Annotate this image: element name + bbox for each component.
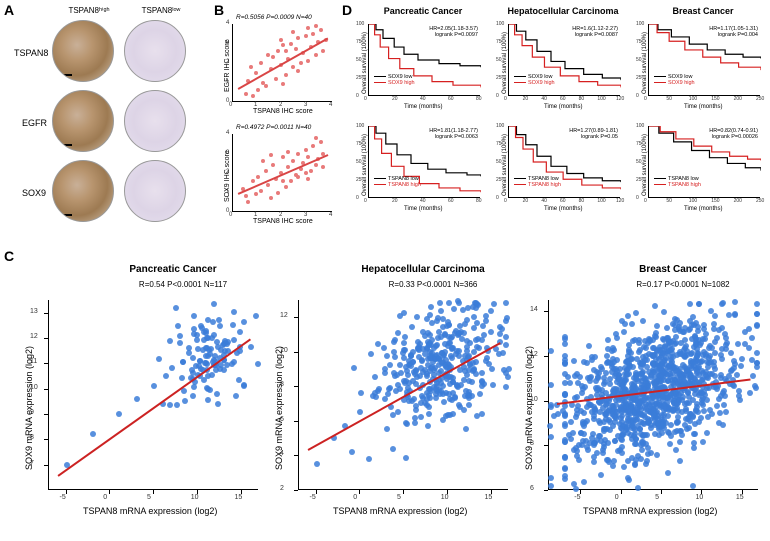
surv-stat-0-1: HR=1.6(1.12-2.27)logrank P=0.0087 (558, 26, 618, 38)
ihc-sox9-low (124, 160, 186, 222)
row-label-egfr: EGFR (22, 118, 47, 128)
big-stat-2: R=0.17 P<0.0001 N=1082 (593, 280, 770, 289)
surv-xlab-0-1: Time (months) (544, 104, 582, 110)
scatter-stat-0: R=0.5056 P=0.0009 N=40 (236, 14, 312, 21)
scatter-stat-1: R=0.4972 P=0.0011 N=40 (236, 124, 311, 131)
ihc-scatter-1 (232, 134, 332, 212)
ihc-egfr-high (52, 90, 114, 152)
surv-ylab-1-2: Overall survival (100%) (642, 134, 648, 196)
surv-stat-1-0: HR=1.81(1.18-2.77)logrank P=0.0063 (418, 128, 478, 140)
surv-stat-1-1: HR=1.27(0.89-1.81)logrank P=0.05 (558, 128, 618, 140)
panel-d-label: D (342, 2, 352, 18)
big-scatter-2 (548, 300, 758, 490)
scatter-xlab-0: TSPAN8 IHC score (253, 108, 313, 115)
row-label-tspan8: TSPAN8 (14, 48, 48, 58)
surv-stat-1-2: HR=0.82(0.74-0.91)logrank P=0.00026 (698, 128, 758, 140)
col-header-low: TSPAN8ˡᵒʷ (130, 6, 192, 15)
surv-col-title-0: Pancreatic Cancer (358, 6, 488, 16)
surv-col-title-2: Breast Cancer (638, 6, 768, 16)
big-stat-1: R=0.33 P<0.0001 N=366 (343, 280, 523, 289)
surv-ylab-0-1: Overall survival (100%) (502, 32, 508, 94)
big-stat-0: R=0.54 P<0.0001 N=117 (93, 280, 273, 289)
big-title-2: Breast Cancer (593, 264, 753, 275)
surv-ylab-0-0: Overall survival (100%) (362, 32, 368, 94)
surv-legend-1-0: TSPAN8 lowTSPAN8 high (374, 176, 421, 188)
big-xlab-1: TSPAN8 mRNA expression (log2) (333, 506, 467, 516)
big-scatter-1 (298, 300, 508, 490)
surv-legend-1-1: TSPAN8 lowTSPAN8 high (514, 176, 561, 188)
panel-a-label: A (4, 2, 14, 18)
ihc-tspan8-high (52, 20, 114, 82)
surv-xlab-0-2: Time (months) (684, 104, 722, 110)
big-title-1: Hepatocellular Carcinoma (343, 264, 503, 275)
big-title-0: Pancreatic Cancer (93, 264, 253, 275)
panel-c-label: C (4, 248, 14, 264)
col-header-high: TSPAN8ʰⁱᵍʰ (58, 6, 120, 15)
surv-xlab-1-1: Time (months) (544, 206, 582, 212)
panel-b-label: B (214, 2, 224, 18)
surv-col-title-1: Hepatocellular Carcinoma (498, 6, 628, 16)
row-label-sox9: SOX9 (22, 188, 46, 198)
big-scatter-0 (48, 300, 258, 490)
surv-ylab-1-1: Overall survival (100%) (502, 134, 508, 196)
surv-stat-0-2: HR=1.17(1.05-1.31)logrank P=0.004 (698, 26, 758, 38)
surv-ylab-0-2: Overall survival (100%) (642, 32, 648, 94)
scatter-xlab-1: TSPAN8 IHC score (253, 218, 313, 225)
ihc-scatter-0 (232, 24, 332, 102)
surv-stat-0-0: HR=2.05(1.18-3.57)logrank P=0.0097 (418, 26, 478, 38)
big-xlab-2: TSPAN8 mRNA expression (log2) (583, 506, 717, 516)
ihc-sox9-high (52, 160, 114, 222)
surv-legend-0-2: SOX9 lowSOX9 high (654, 74, 695, 86)
surv-ylab-1-0: Overall survival (100%) (362, 134, 368, 196)
big-xlab-0: TSPAN8 mRNA expression (log2) (83, 506, 217, 516)
surv-legend-0-0: SOX9 lowSOX9 high (374, 74, 415, 86)
surv-xlab-1-0: Time (months) (404, 206, 442, 212)
ihc-tspan8-low (124, 20, 186, 82)
surv-legend-1-2: TSPAN8 lowTSPAN8 high (654, 176, 701, 188)
big-ylab-1: SOX9 mRNA expression (log2) (274, 346, 284, 470)
big-ylab-2: SOX9 mRNA expression (log2) (524, 346, 534, 470)
ihc-egfr-low (124, 90, 186, 152)
surv-legend-0-1: SOX9 lowSOX9 high (514, 74, 555, 86)
surv-xlab-1-2: Time (months) (684, 206, 722, 212)
surv-xlab-0-0: Time (months) (404, 104, 442, 110)
big-ylab-0: SOX9 mRNA expression (log2) (24, 346, 34, 470)
